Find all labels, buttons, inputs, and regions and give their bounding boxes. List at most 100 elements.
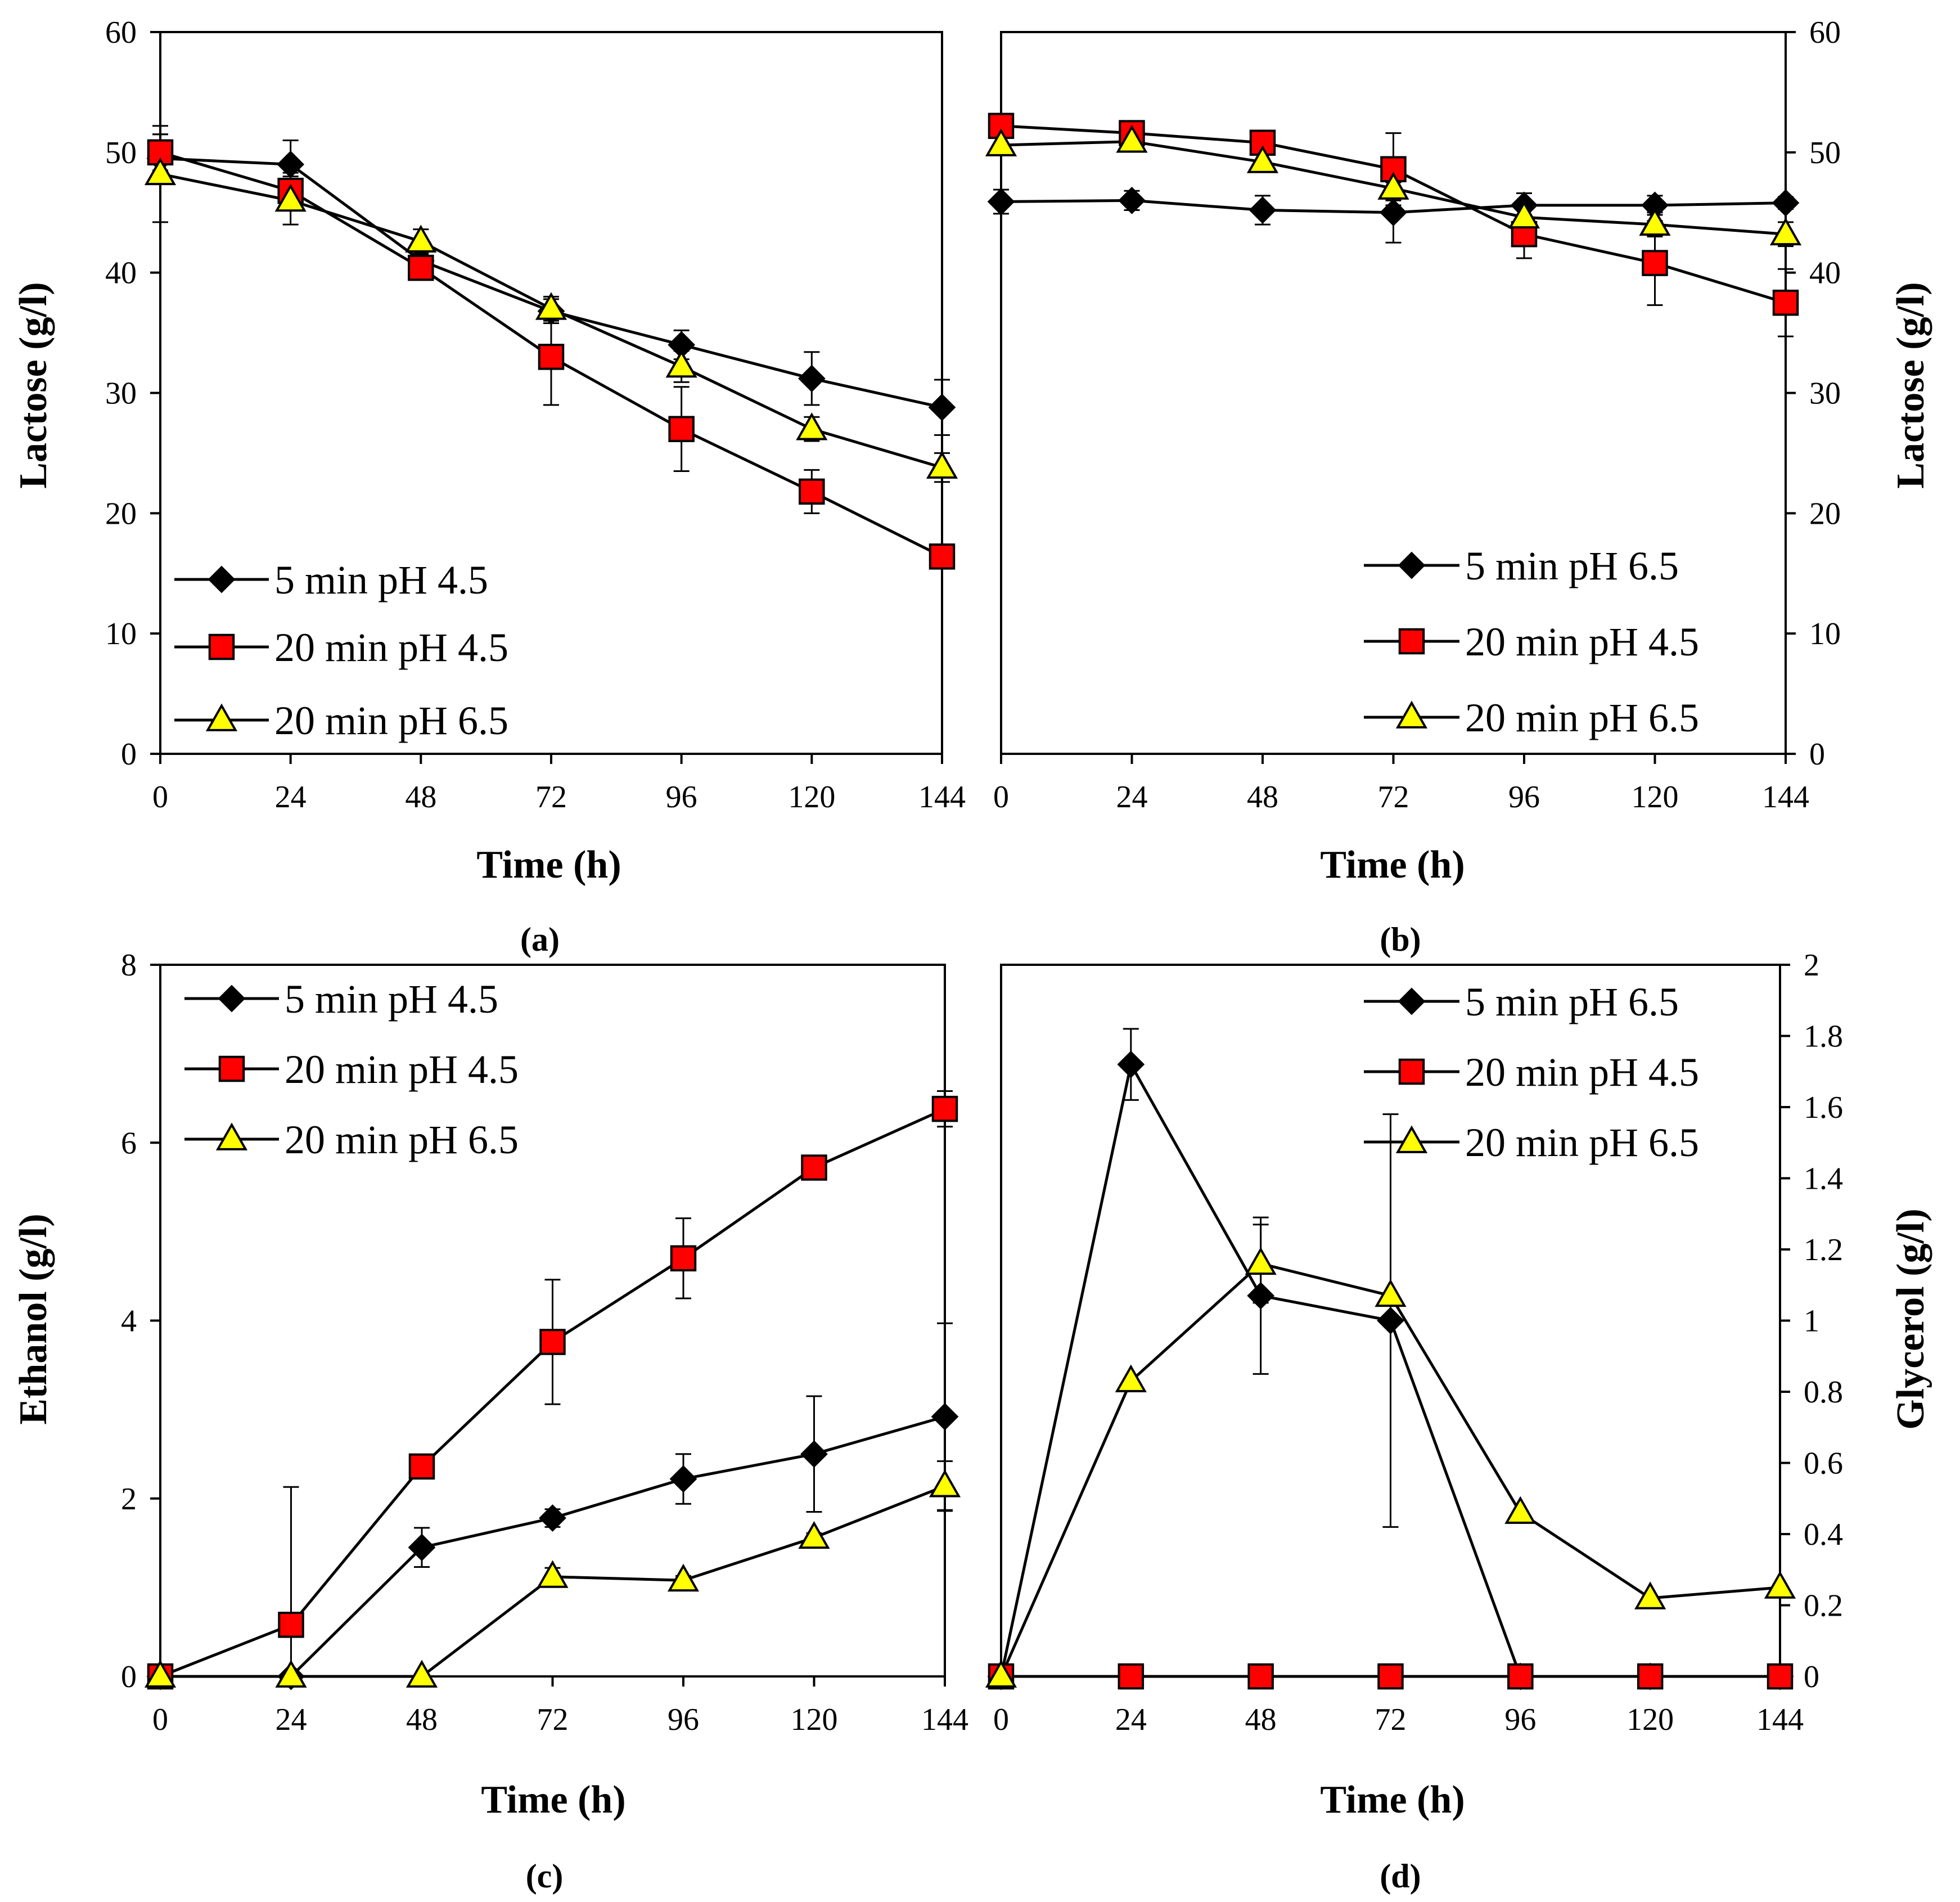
panel-c-y-tick-label: 2: [121, 1482, 137, 1517]
panel-a-legend-marker: [208, 633, 235, 660]
panel-a-series-1-point: [797, 365, 826, 393]
panel-c-legend: 5 min pH 4.5 20 min pH 4.5 20 min pH 6.5: [184, 977, 519, 1162]
panel-a-series-2-point: [408, 254, 434, 281]
panel-d-legend-marker: [1398, 987, 1426, 1015]
panel-c-series-1-point: [800, 1440, 828, 1468]
panel-b-x-tick-label: 0: [993, 780, 1009, 815]
panel-c-series-3-point: [144, 1660, 177, 1688]
panel-b-series-3-point: [1246, 145, 1279, 173]
panel-d-y-tick-label: 0.4: [1804, 1517, 1843, 1552]
panel-c-series-2-point: [931, 1095, 958, 1122]
panel-b-series-3-point: [1116, 125, 1148, 153]
panel-b-x-tick-label: 24: [1116, 780, 1148, 815]
panel-a-label: (a): [520, 921, 560, 958]
panel-b-series-3-point: [1769, 217, 1802, 246]
panel-b-series-1-point: [1249, 196, 1277, 224]
panel-c-y-tick-label: 4: [121, 1304, 137, 1339]
panel-c-series-3-point: [275, 1660, 307, 1688]
panel-b-series-2-point: [988, 113, 1015, 140]
panel-d-legend-marker: [1398, 1058, 1425, 1085]
panel-d-x-tick-label: 48: [1245, 1702, 1277, 1737]
panel-b-y-tick-label: 60: [1809, 15, 1841, 50]
panel-c: Ethanol (g/l) Time (h) (c): [12, 1213, 626, 1895]
panel-c-x-tick-label: 96: [668, 1702, 699, 1737]
panel-b-legend-label: 20 min pH 4.5: [1465, 619, 1699, 664]
panel-c-legend-label: 20 min pH 4.5: [285, 1047, 519, 1092]
panel-d-series-2-point: [1247, 1663, 1274, 1690]
panel-b-y-tick-label: 10: [1809, 617, 1841, 651]
panel-a-y-tick-label: 10: [105, 617, 137, 651]
panel-d-x-tick-label: 120: [1626, 1702, 1674, 1737]
panel-a-legend-marker: [208, 565, 236, 593]
panel-d-x-tick-label: 72: [1375, 1702, 1407, 1737]
panel-a-legend-label: 5 min pH 4.5: [274, 557, 488, 602]
panel-c-x-tick-label: 24: [276, 1702, 307, 1737]
panel-c-series-2-point: [670, 1245, 697, 1272]
panel-a-series-1-point: [928, 393, 956, 421]
panel-b-y-tick-label: 50: [1809, 136, 1841, 170]
panel-a-series-1-point: [277, 150, 305, 178]
panel-d-label: (d): [1380, 1858, 1421, 1895]
panel-d-legend-label: 20 min pH 6.5: [1465, 1120, 1699, 1165]
panel-c-legend-marker: [218, 984, 246, 1013]
panel-a-series-3-point: [144, 157, 177, 186]
panel-c-series-3-point: [405, 1660, 438, 1688]
panel-a-plot: 0 10 20 30 40 50 60 0 24 48 72 96 120 144 5 min pH 4.5…: [105, 15, 966, 815]
panel-d-series-1-point: [1247, 1282, 1275, 1310]
panel-d-y-tick-label: 0.6: [1804, 1446, 1843, 1481]
panel-b-y-tick-label: 40: [1809, 256, 1841, 291]
panel-a-legend-label: 20 min pH 4.5: [274, 625, 508, 670]
panel-a-y-tick-label: 30: [105, 376, 137, 411]
panel-d-series-3-point: [1375, 1279, 1407, 1307]
panel-a-y-axis-title: Lactose (g/l): [12, 282, 55, 488]
panel-c-x-tick-label: 72: [537, 1702, 569, 1737]
panel-d-series-2-point: [1507, 1663, 1534, 1690]
panel-c-series-1-point: [669, 1465, 697, 1493]
panel-d-series-3-point: [985, 1660, 1017, 1688]
panel-b-y-axis-title: Lactose (g/l): [1889, 282, 1932, 488]
panel-a-series-2-point: [929, 543, 956, 570]
panel-a-x-axis-title: Time (h): [476, 843, 621, 887]
panel-d-x-tick-label: 144: [1756, 1702, 1804, 1737]
panel-d-series-1-point: [1117, 1050, 1145, 1078]
panel-c-series-2-point: [801, 1154, 827, 1181]
panel-a-series-3-point: [405, 224, 437, 253]
panel-a-x-tick-label: 144: [918, 780, 966, 815]
panel-c-label: (c): [526, 1858, 564, 1895]
panel-b-series-1-point: [1380, 199, 1407, 227]
panel-d-series-3-point: [1764, 1571, 1796, 1599]
panel-c-x-tick-label: 48: [406, 1702, 438, 1737]
panel-d-y-tick-label: 1.2: [1804, 1233, 1843, 1267]
panel-b-legend-marker: [1398, 628, 1425, 655]
panel-a-y-tick-label: 20: [105, 496, 137, 531]
panel-d-legend-label: 20 min pH 4.5: [1465, 1050, 1699, 1095]
panel-d-series-1-point: [1377, 1307, 1404, 1334]
panel-a: Lactose (g/l) Time (h) (a): [12, 282, 621, 958]
panel-b-y-tick-label: 0: [1809, 737, 1825, 772]
panel-d-series-2-point: [1637, 1663, 1664, 1690]
panel-a-x-tick-label: 0: [152, 780, 168, 815]
panel-c-series-1-point: [539, 1504, 566, 1532]
panel-a-x-tick-label: 96: [666, 780, 697, 815]
panel-d-y-tick-label: 1.6: [1804, 1090, 1843, 1125]
panel-b-x-tick-label: 144: [1762, 780, 1809, 815]
panel-d-plot: 0 0.2 0.4 0.6 0.8 1 1.2 1.4 1.6 1.8 2 0 24 48 72 96 120 1…: [985, 948, 1843, 1737]
panel-d-y-tick-label: 2: [1804, 948, 1819, 983]
panel-c-legend-label: 20 min pH 6.5: [285, 1117, 519, 1162]
panel-b-x-tick-label: 120: [1632, 780, 1679, 815]
panel-a-legend-label: 20 min pH 6.5: [274, 698, 508, 743]
panel-b-legend: 5 min pH 6.5 20 min pH 4.5 20 min pH 6.5: [1364, 543, 1699, 740]
panel-c-y-axis-title: Ethanol (g/l): [12, 1213, 55, 1424]
panel-b-x-axis-title: Time (h): [1320, 843, 1465, 887]
panel-b-series-3-point: [1639, 208, 1671, 236]
panel-d-legend: 5 min pH 6.5 20 min pH 4.5 20 min pH 6.5: [1364, 979, 1699, 1165]
panel-d-y-tick-label: 1.4: [1804, 1162, 1843, 1197]
panel-a-x-tick-label: 48: [405, 780, 436, 815]
panel-a-series-3-point: [926, 451, 958, 479]
panel-d-series-3-point: [1504, 1496, 1537, 1524]
panel-c-series-3-point: [537, 1560, 569, 1588]
panel-c-series-1-point: [931, 1402, 959, 1431]
panel-a-y-tick-label: 0: [121, 737, 137, 772]
panel-b-label: (b): [1380, 921, 1421, 958]
